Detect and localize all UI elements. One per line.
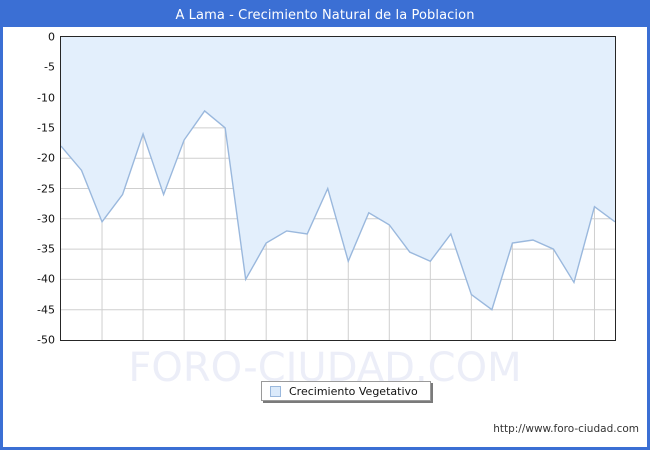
y-axis-tick-label: -50 <box>37 333 55 347</box>
y-axis-tick-label: 0 <box>48 30 55 44</box>
y-axis-labels: 0 -5 -10 -15 -20 -25 -30 -35 -40 -45 -50 <box>3 27 55 347</box>
plot-area <box>60 36 616 341</box>
source-url: http://www.foro-ciudad.com <box>493 423 639 435</box>
y-axis-tick-label: -30 <box>37 212 55 226</box>
y-axis-tick-label: -25 <box>37 182 55 195</box>
y-axis-tick-label: -35 <box>37 242 55 256</box>
y-axis-tick-label: -40 <box>37 272 55 286</box>
y-axis-tick-label: -5 <box>44 60 55 74</box>
page-title: A Lama - Crecimiento Natural de la Pobla… <box>3 3 647 27</box>
y-axis-tick-label: -10 <box>37 91 55 105</box>
legend-item-label: Crecimiento Vegetativo <box>289 384 418 398</box>
y-axis-tick-label: -45 <box>37 303 55 317</box>
chart-legend: Crecimiento Vegetativo <box>261 381 431 401</box>
page-title-text: A Lama - Crecimiento Natural de la Pobla… <box>175 7 475 23</box>
y-axis-tick-label: -20 <box>37 151 55 165</box>
chart-area: 0-5-10-15-20-25-30-35-40-45-50 199820002… <box>3 27 647 447</box>
y-axis-tick-label: -15 <box>37 121 55 135</box>
line-chart-svg <box>61 37 615 340</box>
legend-swatch-icon <box>270 385 281 397</box>
